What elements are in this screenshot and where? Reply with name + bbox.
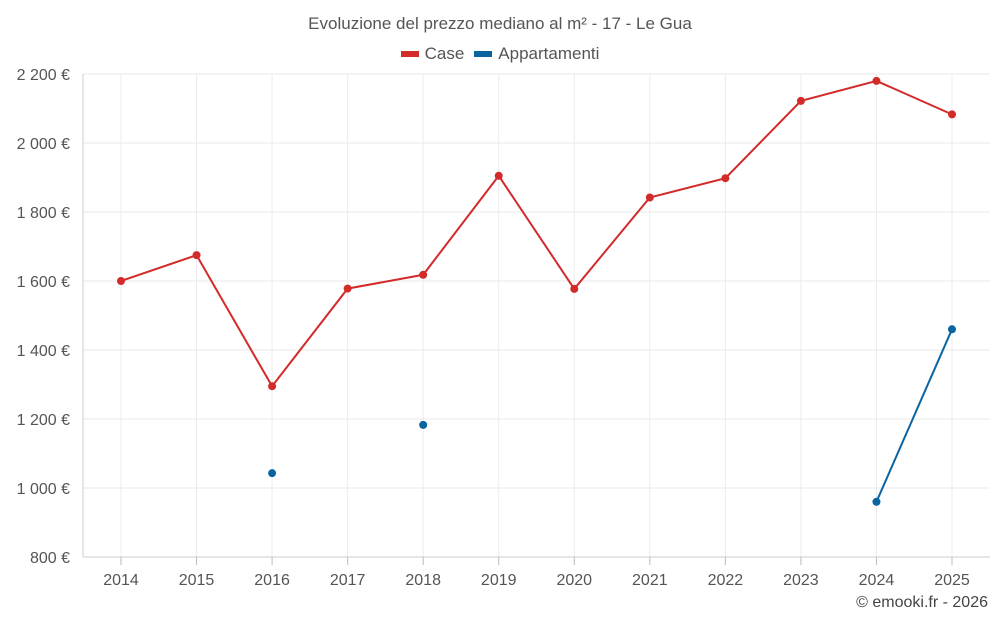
data-point-case bbox=[268, 382, 277, 391]
x-tick-label: 2014 bbox=[103, 572, 139, 589]
data-point-case bbox=[494, 171, 503, 180]
y-tick-label: 1 600 € bbox=[17, 274, 70, 291]
y-tick-label: 2 200 € bbox=[17, 67, 70, 84]
data-point-case bbox=[872, 76, 881, 85]
x-tick-label: 2017 bbox=[330, 572, 366, 589]
y-tick-label: 1 400 € bbox=[17, 343, 70, 360]
x-tick-label: 2018 bbox=[405, 572, 441, 589]
data-point-case bbox=[419, 270, 428, 279]
data-point-case bbox=[796, 96, 805, 105]
y-tick-label: 1 000 € bbox=[17, 481, 70, 498]
x-tick-label: 2023 bbox=[783, 572, 819, 589]
legend-label-appartamenti: Appartamenti bbox=[498, 44, 600, 63]
y-tick-label: 1 800 € bbox=[17, 205, 70, 222]
x-tick-label: 2025 bbox=[934, 572, 970, 589]
x-tick-label: 2020 bbox=[556, 572, 592, 589]
x-tick-label: 2024 bbox=[859, 572, 895, 589]
chart-legend: Case Appartamenti bbox=[0, 44, 1000, 64]
chart-title: Evoluzione del prezzo mediano al m² - 17… bbox=[308, 14, 692, 33]
credit-text: © emooki.fr - 2026 bbox=[856, 594, 988, 611]
x-tick-label: 2021 bbox=[632, 572, 668, 589]
legend-label-case: Case bbox=[424, 44, 465, 63]
data-point-case bbox=[721, 174, 730, 183]
series-line-appartamenti bbox=[875, 328, 953, 503]
data-point-appartamenti bbox=[872, 497, 881, 506]
x-tick-label: 2015 bbox=[179, 572, 215, 589]
y-tick-label: 1 200 € bbox=[17, 412, 70, 429]
series-line-case bbox=[120, 79, 953, 389]
legend-swatch-appartamenti bbox=[474, 51, 493, 57]
data-point-appartamenti bbox=[419, 420, 428, 429]
y-tick-label: 800 € bbox=[30, 550, 70, 567]
x-tick-label: 2016 bbox=[254, 572, 290, 589]
data-point-appartamenti bbox=[948, 325, 956, 334]
legend-swatch-case bbox=[400, 51, 419, 57]
legend-item-case[interactable]: Case bbox=[400, 44, 465, 64]
y-tick-label: 2 000 € bbox=[17, 136, 70, 153]
x-tick-label: 2019 bbox=[481, 572, 517, 589]
data-point-case bbox=[117, 277, 125, 285]
legend-item-appartamenti[interactable]: Appartamenti bbox=[474, 44, 599, 64]
data-point-case bbox=[948, 110, 956, 119]
data-point-case bbox=[570, 284, 579, 293]
data-point-case bbox=[192, 251, 201, 260]
data-point-case bbox=[343, 284, 352, 293]
data-point-case bbox=[645, 193, 654, 202]
data-point-appartamenti bbox=[268, 469, 277, 478]
x-tick-label: 2022 bbox=[708, 572, 744, 589]
